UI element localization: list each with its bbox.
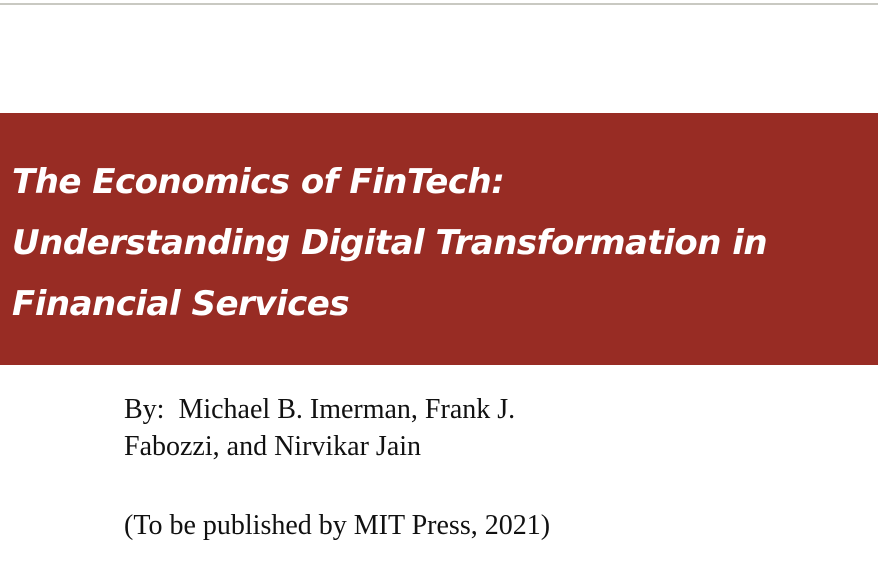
top-divider [0, 3, 878, 5]
title-line: The Economics of FinTech: [12, 162, 505, 202]
title-line: Understanding Digital Transformation in [12, 223, 768, 263]
title-band [0, 113, 878, 365]
title-line: Financial Services [12, 284, 350, 324]
authors-line: Fabozzi, and Nirvikar Jain [124, 431, 422, 462]
slide-title: The Economics of FinTech: Understanding … [12, 152, 768, 335]
authors-line: By: Michael B. Imerman, Frank J. [124, 394, 516, 425]
publication-note: (To be published by MIT Press, 2021) [124, 510, 551, 541]
authors: By: Michael B. Imerman, Frank J. Fabozzi… [124, 391, 515, 465]
